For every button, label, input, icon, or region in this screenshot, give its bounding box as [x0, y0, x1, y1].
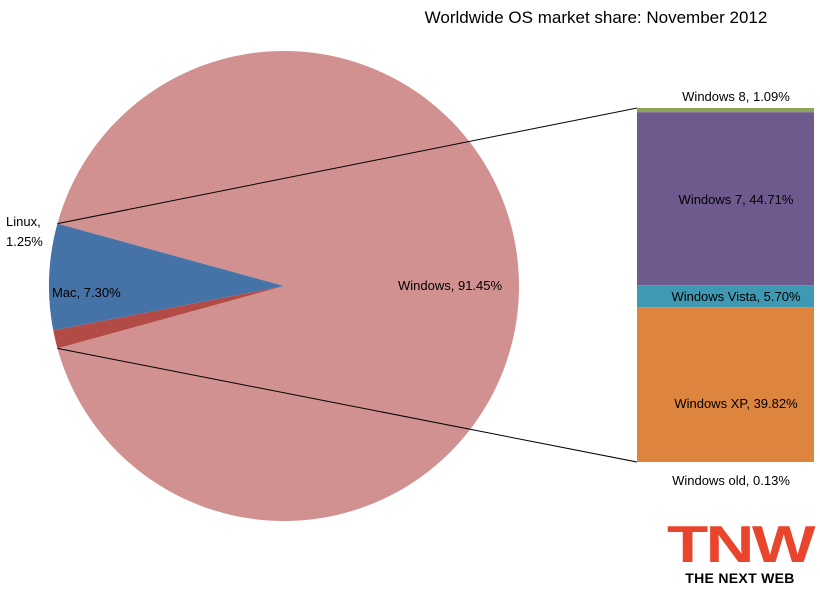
tnw-logo: TNW THE NEXT WEB: [667, 516, 819, 586]
pie-slice-windows: [57, 50, 519, 521]
bar-label-windows-8: Windows 8, 1.09%: [682, 89, 790, 104]
stacked-bar: [637, 108, 814, 462]
bar-segment-windows-vista: [637, 285, 814, 308]
connector-bottom: [57, 347, 638, 463]
connector-top: [57, 107, 638, 225]
logo-mark: TNW: [667, 516, 817, 574]
pie-slice-mac: [48, 223, 285, 331]
bar-label-windows-7: Windows 7, 44.71%: [679, 192, 794, 207]
pie: [48, 50, 519, 521]
bar-segment-windows-old: [637, 461, 814, 462]
pie-label-linux-2: 1.25%: [6, 234, 43, 249]
chart-title: Worldwide OS market share: November 2012: [425, 8, 768, 27]
pie-slice-linux: [53, 286, 284, 349]
bar-label-windows-vista: Windows Vista, 5.70%: [671, 289, 801, 304]
connector-lines: [57, 107, 638, 463]
pie-label-mac: Mac, 7.30%: [52, 285, 121, 300]
bar-label-windows-xp: Windows XP, 39.82%: [674, 396, 798, 411]
pie-label-linux-1: Linux,: [6, 214, 41, 229]
logo-subtitle: THE NEXT WEB: [685, 570, 794, 586]
bar-segment-windows-xp: [637, 307, 814, 462]
bar-label-windows-old: Windows old, 0.13%: [672, 473, 790, 488]
bar-segment-windows-7: [637, 112, 814, 286]
pie-label-windows: Windows, 91.45%: [398, 278, 502, 293]
bar-segment-windows-8: [637, 108, 814, 113]
